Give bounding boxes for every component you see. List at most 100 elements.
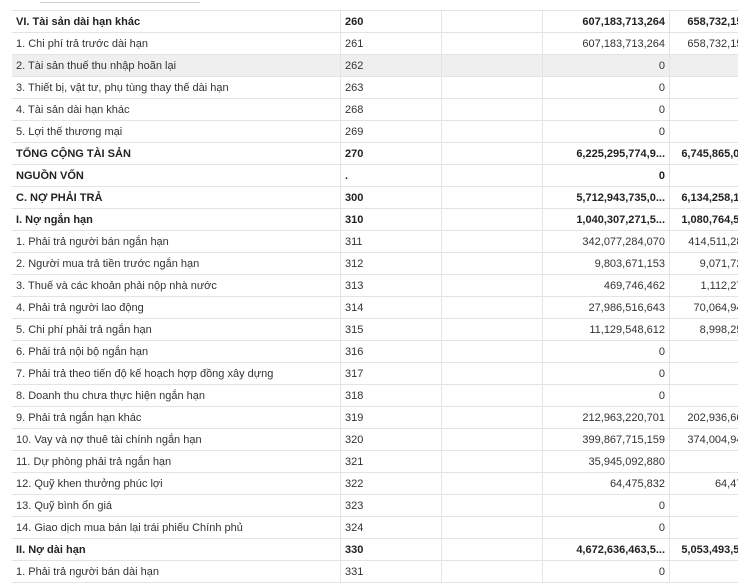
row-value-current-cell: 1,040,307,271,5... <box>542 208 670 231</box>
row-note-cell <box>441 54 543 77</box>
row-note-cell <box>441 362 543 385</box>
clipped-row-remnant <box>0 0 749 10</box>
row-code-cell: 319 <box>340 406 442 429</box>
row-name-cell: 1. Phải trả người bán dài hạn <box>12 560 341 583</box>
row-name-cell: C. NỢ PHẢI TRẢ <box>12 186 341 209</box>
row-code-cell: 268 <box>340 98 442 121</box>
row-value-previous-cell: 6,134,258,143,7... <box>669 186 749 209</box>
row-value-current-cell: 0 <box>542 362 670 385</box>
row-value-current-cell: 6,225,295,774,9... <box>542 142 670 165</box>
table-row[interactable]: 4. Tài sản dài hạn khác26800 <box>12 98 749 121</box>
row-value-current-cell: 27,986,516,643 <box>542 296 670 319</box>
table-row[interactable]: 12. Quỹ khen thưởng phúc lợi 322 64,475,83… <box>12 472 749 495</box>
table-row[interactable]: 3. Thuế và các khoản phải nộp nhà nước 31… <box>12 274 749 297</box>
table-row[interactable]: C. NỢ PHẢI TRẢ 300 5,712,943,735,0... 6,134… <box>12 186 749 209</box>
row-code-cell: 320 <box>340 428 442 451</box>
table-row[interactable]: II. Nợ dài hạn 330 4,672,636,463,5... 5,053… <box>12 538 749 561</box>
table-row[interactable]: NGUỒN VỐN.00 <box>12 164 749 187</box>
row-value-current-cell: 5,712,943,735,0... <box>542 186 670 209</box>
table-row[interactable]: 5. Lợi thế thương mại26900 <box>12 120 749 143</box>
row-name-cell: I. Nợ ngắn hạn <box>12 208 341 231</box>
table-row[interactable]: 7. Phải trả theo tiến độ kế hoạch hợp đồ… <box>12 362 749 385</box>
table-row[interactable]: TỔNG CỘNG TÀI SẢN 270 6,225,295,774,9... 6,… <box>12 142 749 165</box>
row-value-current-cell: 0 <box>542 54 670 77</box>
row-name-cell: 3. Thiết bị, vật tư, phụ tùng thay thế d… <box>12 76 341 99</box>
right-edge <box>738 0 749 586</box>
row-name-cell: 14. Giao dịch mua bán lại trái phiếu Chí… <box>12 516 341 539</box>
row-note-cell <box>441 406 543 429</box>
table-row[interactable]: 10. Vay và nợ thuê tài chính ngắn hạn 320… <box>12 428 749 451</box>
table-row[interactable]: 14. Giao dịch mua bán lại trái phiếu Chí… <box>12 516 749 539</box>
row-value-current-cell: 0 <box>542 560 670 583</box>
row-value-current-cell: 399,867,715,159 <box>542 428 670 451</box>
table-row[interactable]: 13. Quỹ bình ổn giá32300 <box>12 494 749 517</box>
row-value-current-cell: 11,129,548,612 <box>542 318 670 341</box>
row-note-cell <box>441 428 543 451</box>
row-value-current-cell: 607,183,713,264 <box>542 10 670 33</box>
row-code-cell: 261 <box>340 32 442 55</box>
table-row[interactable]: 9. Phải trả ngắn hạn khác 319 212,963,220,… <box>12 406 749 429</box>
table-row[interactable]: 2. Người mua trả tiền trước ngắn hạn 312 9… <box>12 252 749 275</box>
row-value-current-cell: 0 <box>542 516 670 539</box>
table-row[interactable]: 11. Dự phòng phải trả ngắn hạn 321 35,945,… <box>12 450 749 473</box>
row-code-cell: 262 <box>340 54 442 77</box>
table-row[interactable]: 1. Phải trả người bán ngắn hạn 311 342,077… <box>12 230 749 253</box>
row-note-cell <box>441 450 543 473</box>
row-code-cell: 322 <box>340 472 442 495</box>
row-value-previous-cell: 0 <box>669 560 749 583</box>
table-row[interactable]: 5. Chi phí phải trả ngắn hạn 315 11,129,54… <box>12 318 749 341</box>
row-value-current-cell: 212,963,220,701 <box>542 406 670 429</box>
row-note-cell <box>441 384 543 407</box>
row-name-cell: VI. Tài sản dài hạn khác <box>12 10 341 33</box>
row-code-cell: 270 <box>340 142 442 165</box>
row-name-cell: II. Nợ dài hạn <box>12 538 341 561</box>
row-note-cell <box>441 252 543 275</box>
row-name-cell: 13. Quỹ bình ổn giá <box>12 494 341 517</box>
row-name-cell: 9. Phải trả ngắn hạn khác <box>12 406 341 429</box>
row-name-cell: 4. Tài sản dài hạn khác <box>12 98 341 121</box>
table-row[interactable]: 2. Tài sản thuế thu nhập hoãn lại26200 <box>12 54 749 77</box>
balance-sheet-body: VI. Tài sản dài hạn khác 260 607,183,713,2… <box>12 10 749 583</box>
row-value-previous-cell: 1,080,764,573,5... <box>669 208 749 231</box>
row-note-cell <box>441 120 543 143</box>
table-row[interactable]: I. Nợ ngắn hạn 310 1,040,307,271,5... 1,080… <box>12 208 749 231</box>
row-note-cell <box>441 142 543 165</box>
row-name-cell: 2. Tài sản thuế thu nhập hoãn lại <box>12 54 341 77</box>
row-value-previous-cell: 658,732,152,102 <box>669 10 749 33</box>
row-code-cell: 311 <box>340 230 442 253</box>
row-value-current-cell: 4,672,636,463,5... <box>542 538 670 561</box>
row-note-cell <box>441 164 543 187</box>
row-note-cell <box>441 494 543 517</box>
row-name-cell: 1. Chi phí trả trước dài hạn <box>12 32 341 55</box>
table-row[interactable]: 8. Doanh thu chưa thực hiện ngắn hạn 318 0… <box>12 384 749 407</box>
row-code-cell: 323 <box>340 494 442 517</box>
row-code-cell: 310 <box>340 208 442 231</box>
row-name-cell: TỔNG CỘNG TÀI SẢN <box>12 142 341 165</box>
row-name-cell: 3. Thuế và các khoản phải nộp nhà nước <box>12 274 341 297</box>
row-note-cell <box>441 76 543 99</box>
row-value-current-cell: 9,803,671,153 <box>542 252 670 275</box>
row-value-current-cell: 64,475,832 <box>542 472 670 495</box>
row-note-cell <box>441 208 543 231</box>
row-value-current-cell: 0 <box>542 494 670 517</box>
row-name-cell: 10. Vay và nợ thuê tài chính ngắn hạn <box>12 428 341 451</box>
row-value-current-cell: 342,077,284,070 <box>542 230 670 253</box>
row-note-cell <box>441 472 543 495</box>
row-note-cell <box>441 296 543 319</box>
row-name-cell: 4. Phải trả người lao động <box>12 296 341 319</box>
row-note-cell <box>441 230 543 253</box>
table-row[interactable]: 4. Phải trả người lao động 314 27,986,516,… <box>12 296 749 319</box>
table-row[interactable]: 6. Phải trả nội bộ ngắn hạn31600 <box>12 340 749 363</box>
row-value-current-cell: 0 <box>542 76 670 99</box>
row-name-cell: 5. Lợi thế thương mại <box>12 120 341 143</box>
row-code-cell: 317 <box>340 362 442 385</box>
table-row[interactable]: 3. Thiết bị, vật tư, phụ tùng thay thế d… <box>12 76 749 99</box>
row-code-cell: 313 <box>340 274 442 297</box>
row-note-cell <box>441 98 543 121</box>
table-row[interactable]: VI. Tài sản dài hạn khác 260 607,183,713,2… <box>12 10 749 33</box>
row-name-cell: 2. Người mua trả tiền trước ngắn hạn <box>12 252 341 275</box>
row-code-cell: 300 <box>340 186 442 209</box>
table-row[interactable]: 1. Chi phí trả trước dài hạn 261 607,183,7… <box>12 32 749 55</box>
row-name-cell: 1. Phải trả người bán ngắn hạn <box>12 230 341 253</box>
